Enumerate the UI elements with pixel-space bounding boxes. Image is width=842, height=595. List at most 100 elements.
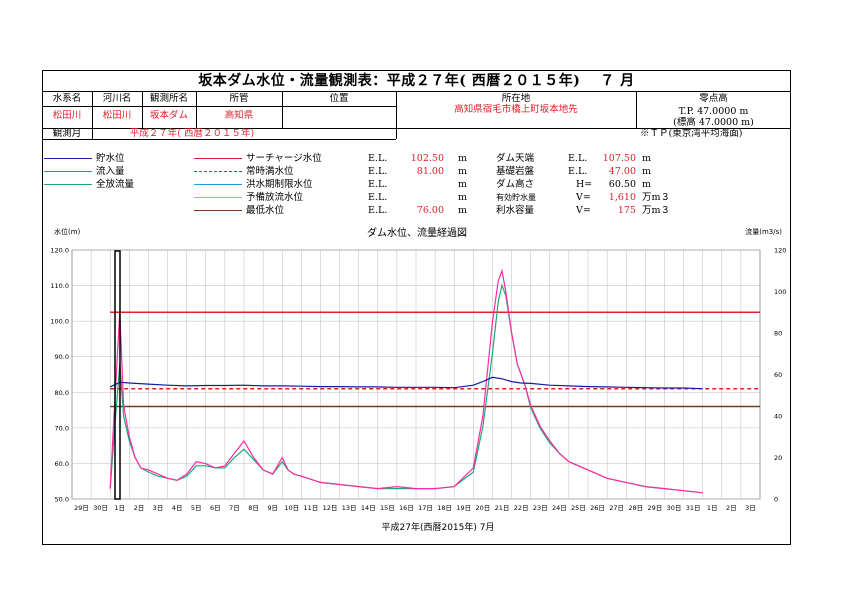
stage-series-line — [109, 376, 703, 390]
x-tick-label: 3日 — [153, 504, 164, 512]
info-divider — [92, 128, 93, 139]
info-divider — [92, 92, 93, 128]
legend-release-label: 全放流量 — [96, 179, 135, 190]
x-tick-label: 2日 — [134, 504, 145, 512]
x-tick-label: 27日 — [609, 504, 624, 512]
header-river: 河川名 — [102, 93, 132, 104]
level-name-min: 最低水位 — [246, 205, 285, 216]
x-tick-label: 13日 — [342, 504, 357, 512]
spec-unit-bedrock: m — [642, 166, 652, 177]
y2-tick-label: 120 — [774, 247, 786, 255]
value-river: 松田川 — [102, 110, 132, 121]
period-label: 観測月 — [52, 128, 82, 139]
flood-limit-swatch — [194, 184, 242, 185]
info-divider — [42, 106, 396, 107]
spec-name-water-use: 利水容量 — [496, 205, 535, 216]
spec-unit-water-use: 万m３ — [642, 205, 671, 216]
spec-key-bedrock: E.L. — [568, 166, 588, 177]
y-tick-label: 60.0 — [55, 460, 69, 468]
level-unit-reserve: m — [458, 192, 468, 203]
info-divider — [636, 92, 637, 128]
spec-unit-crest: m — [642, 153, 652, 164]
level-name-normal: 常時満水位 — [246, 166, 294, 177]
header-jurisdiction: 所管 — [229, 93, 249, 104]
spec-key-water-use: V= — [576, 205, 591, 216]
x-tick-label: 7日 — [229, 504, 240, 512]
x-tick-label: 23日 — [533, 504, 548, 512]
x-tick-label: 3日 — [745, 504, 756, 512]
spec-unit-height: m — [642, 179, 652, 190]
y2-tick-label: 60 — [774, 371, 782, 379]
info-divider — [282, 92, 283, 128]
y-axis-label: 水位(m) — [54, 227, 81, 236]
level-value-min: 76.00 — [416, 205, 444, 216]
x-tick-label: 17日 — [418, 504, 433, 512]
report-frame — [42, 70, 791, 545]
tp-note: ※ＴＰ(東京湾平均海面) — [640, 128, 743, 139]
value-zero-tp: T.P. 47.0000 m — [678, 106, 749, 117]
level-el-normal: E.L. — [368, 166, 388, 177]
level-unit-min: m — [458, 205, 468, 216]
y-tick-label: 50.0 — [55, 496, 69, 504]
spec-name-bedrock: 基礎岩盤 — [496, 166, 535, 177]
x-tick-label: 8日 — [248, 504, 259, 512]
y2-tick-label: 0 — [774, 496, 778, 504]
x-tick-label: 15日 — [380, 504, 395, 512]
legend-stage-swatch — [44, 158, 92, 159]
spec-name-effective-storage: 有効貯水量 — [496, 193, 536, 202]
spec-name-height: ダム高さ — [496, 179, 535, 190]
info-divider — [142, 92, 143, 128]
normal-level-swatch — [194, 171, 242, 172]
y-tick-label: 110.0 — [50, 282, 69, 290]
info-divider — [42, 139, 396, 140]
level-el-surcharge: E.L. — [368, 153, 388, 164]
level-value-normal: 81.00 — [416, 166, 444, 177]
level-unit-surcharge: m — [458, 153, 468, 164]
x-tick-label: 1日 — [114, 504, 125, 512]
spec-value-crest: 107.50 — [602, 153, 636, 164]
y-tick-label: 90.0 — [55, 353, 69, 361]
x-tick-label: 5日 — [191, 504, 202, 512]
info-divider — [196, 92, 197, 128]
x-tick-label: 22日 — [514, 504, 529, 512]
x-tick-label: 16日 — [399, 504, 414, 512]
level-value-surcharge: 102.50 — [410, 153, 444, 164]
x-tick-label: 31日 — [686, 504, 701, 512]
level-unit-normal: m — [458, 166, 468, 177]
x-tick-label: 30日 — [667, 504, 682, 512]
info-divider — [396, 92, 397, 139]
x-tick-label: 6日 — [210, 504, 221, 512]
x-tick-label: 26日 — [590, 504, 605, 512]
min-level-swatch — [194, 210, 242, 211]
value-water-system: 松田川 — [52, 110, 82, 121]
level-el-min: E.L. — [368, 205, 388, 216]
x-tick-label: 19日 — [456, 504, 471, 512]
header-station: 観測所名 — [149, 93, 188, 104]
marker-bar — [114, 250, 121, 500]
x-tick-label: 30日 — [93, 504, 108, 512]
legend-inflow-label: 流入量 — [96, 166, 125, 177]
spec-value-height: 60.50 — [608, 179, 636, 190]
header-water-system: 水系名 — [52, 93, 82, 104]
x-tick-label: 11日 — [303, 504, 318, 512]
x-tick-label: 14日 — [361, 504, 376, 512]
spec-value-water-use: 175 — [617, 205, 636, 216]
x-tick-label: 10日 — [284, 504, 299, 512]
x-tick-label: 20日 — [475, 504, 490, 512]
x-tick-label: 2日 — [726, 504, 737, 512]
y2-tick-label: 80 — [774, 330, 782, 338]
spec-value-effective-storage: 1,610 — [608, 192, 636, 203]
x-tick-label: 25日 — [571, 504, 586, 512]
value-station: 坂本ダム — [149, 110, 188, 121]
x-tick-label: 29日 — [74, 504, 89, 512]
water-level-flow-chart: ダム水位、流量経過図 水位(m) 流量(m3/s) 平成27年(西暦2015年)… — [50, 226, 786, 533]
header-position: 位置 — [329, 93, 349, 104]
y-tick-label: 80.0 — [55, 389, 69, 397]
legend-release-swatch — [44, 184, 92, 185]
y2-axis-label: 流量(m3/s) — [745, 227, 782, 236]
header-location: 所在地 — [501, 93, 531, 104]
x-tick-label: 21日 — [495, 504, 510, 512]
spec-key-crest: E.L. — [568, 153, 588, 164]
surcharge-swatch — [194, 158, 242, 159]
value-zero-elevation: (標高 47.0000 m) — [673, 117, 754, 128]
